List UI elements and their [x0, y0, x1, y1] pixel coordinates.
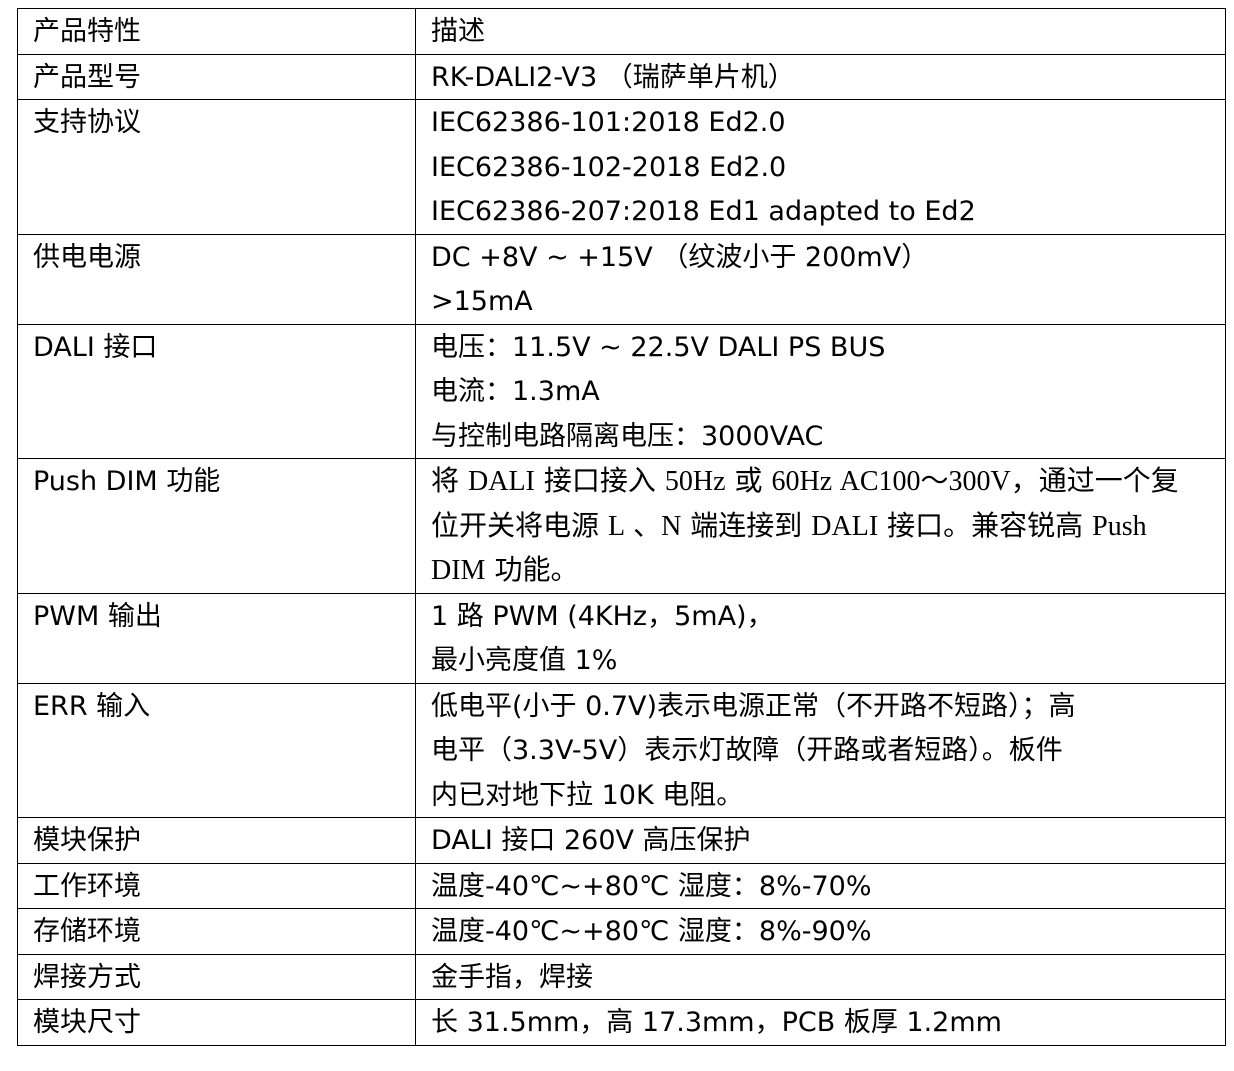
feature-label: 供电电源 — [33, 241, 141, 273]
feature-label: ERR 输入 — [33, 690, 151, 722]
header-text: 产品特性 — [33, 16, 141, 47]
description-cell: DC +8V ~ +15V （纹波小于 200mV） >15mA — [415, 233, 1226, 325]
feature-cell: 产品型号 — [17, 53, 416, 100]
description-line: IEC62386-207:2018 Ed1 adapted to Ed2 — [431, 196, 976, 227]
description-cell: 长 31.5mm，高 17.3mm，PCB 板厚 1.2mm — [415, 999, 1226, 1046]
description-line: >15mA — [431, 286, 533, 317]
description-cell: IEC62386-101:2018 Ed2.0 IEC62386-102-2018… — [415, 99, 1226, 235]
description-line: DC +8V ~ +15V （纹波小于 200mV） — [431, 241, 929, 273]
feature-label: 工作环境 — [33, 870, 141, 902]
table-row: 焊接方式 金手指，焊接 — [17, 953, 1226, 1000]
description-header: 描述 — [415, 8, 1226, 55]
description-line: 最小亮度值 1% — [431, 645, 618, 676]
description-cell: 温度-40℃~+80℃ 湿度：8%-90% — [415, 908, 1226, 955]
feature-label: Push DIM 功能 — [33, 466, 221, 497]
description-line: 将 DALI 接口接入 50Hz 或 60Hz AC100～300V，通过一个复 — [431, 466, 1179, 497]
feature-cell: Push DIM 功能 — [17, 458, 416, 594]
feature-cell: 模块尺寸 — [17, 999, 416, 1046]
description-line: 内已对地下拉 10K 电阻。 — [431, 779, 744, 811]
table-row: 模块尺寸 长 31.5mm，高 17.3mm，PCB 板厚 1.2mm — [17, 999, 1226, 1046]
feature-label: PWM 输出 — [33, 600, 162, 632]
description-line: 电压：11.5V ~ 22.5V DALI PS BUS — [431, 331, 886, 363]
description-line: 金手指，焊接 — [431, 961, 593, 993]
description-line: IEC62386-102-2018 Ed2.0 — [431, 151, 787, 183]
description-cell: DALI 接口 260V 高压保护 — [415, 817, 1226, 864]
description-cell: RK-DALI2-V3 （瑞萨单片机） — [415, 53, 1226, 100]
description-cell: 温度-40℃~+80℃ 湿度：8%-70% — [415, 862, 1226, 909]
feature-header: 产品特性 — [17, 8, 416, 55]
table-row: 供电电源 DC +8V ~ +15V （纹波小于 200mV） >15mA — [17, 233, 1226, 325]
table-row: 模块保护 DALI 接口 260V 高压保护 — [17, 817, 1226, 864]
feature-label: 焊接方式 — [33, 961, 141, 993]
table-row: DALI 接口 电压：11.5V ~ 22.5V DALI PS BUS 电流：1.… — [17, 323, 1226, 459]
table-row: Push DIM 功能 将 DALI 接口接入 50Hz 或 60Hz AC100… — [17, 458, 1226, 594]
feature-label: 模块尺寸 — [33, 1007, 141, 1038]
feature-cell: 存储环境 — [17, 908, 416, 955]
feature-cell: ERR 输入 — [17, 682, 416, 818]
header-text: 描述 — [431, 16, 485, 47]
description-line: 1 路 PWM (4KHz，5mA)， — [431, 600, 774, 632]
header-row: 产品特性 描述 — [17, 8, 1226, 55]
description-line: 温度-40℃~+80℃ 湿度：8%-70% — [431, 870, 872, 902]
description-line: 与控制电路隔离电压：3000VAC — [431, 420, 824, 452]
feature-cell: PWM 输出 — [17, 592, 416, 684]
description-line: 位开关将电源 L 、N 端连接到 DALI 接口。兼容锐高 Push — [431, 510, 1147, 542]
description-cell: 电压：11.5V ~ 22.5V DALI PS BUS 电流：1.3mA 与控制电… — [415, 323, 1226, 459]
feature-label: 模块保护 — [33, 825, 141, 856]
description-line: 低电平(小于 0.7V)表示电源正常（不开路不短路）；高 — [431, 690, 1076, 722]
description-line: 电流：1.3mA — [431, 376, 600, 407]
table-row: PWM 输出 1 路 PWM (4KHz，5mA)， 最小亮度值 1% — [17, 592, 1226, 684]
description-cell: 将 DALI 接口接入 50Hz 或 60Hz AC100～300V，通过一个复… — [415, 458, 1226, 594]
table-row: 存储环境 温度-40℃~+80℃ 湿度：8%-90% — [17, 908, 1226, 955]
description-line: 电平（3.3V-5V）表示灯故障（开路或者短路）。板件 — [431, 735, 1063, 766]
description-line: DIM 功能。 — [431, 555, 579, 586]
description-line: DALI 接口 260V 高压保护 — [431, 825, 751, 856]
description-cell: 1 路 PWM (4KHz，5mA)， 最小亮度值 1% — [415, 592, 1226, 684]
description-line: 长 31.5mm，高 17.3mm，PCB 板厚 1.2mm — [431, 1007, 1002, 1038]
description-line: IEC62386-101:2018 Ed2.0 — [431, 107, 786, 138]
spec-table: 产品特性 描述 产品型号 RK-DALI2-V3 （瑞萨单片机） 支持协议 IEC62… — [17, 8, 1226, 1046]
description-cell: 金手指，焊接 — [415, 953, 1226, 1000]
feature-cell: DALI 接口 — [17, 323, 416, 459]
feature-cell: 工作环境 — [17, 862, 416, 909]
feature-cell: 支持协议 — [17, 99, 416, 235]
table-row: 产品型号 RK-DALI2-V3 （瑞萨单片机） — [17, 53, 1226, 100]
feature-cell: 焊接方式 — [17, 953, 416, 1000]
table-row: ERR 输入 低电平(小于 0.7V)表示电源正常（不开路不短路）；高 电平（3.3… — [17, 682, 1226, 818]
description-line: RK-DALI2-V3 （瑞萨单片机） — [431, 61, 795, 93]
feature-label: DALI 接口 — [33, 331, 158, 363]
feature-cell: 供电电源 — [17, 233, 416, 325]
feature-label: 产品型号 — [33, 61, 141, 93]
description-line: 温度-40℃~+80℃ 湿度：8%-90% — [431, 916, 872, 947]
feature-cell: 模块保护 — [17, 817, 416, 864]
table-row: 支持协议 IEC62386-101:2018 Ed2.0 IEC62386-102-… — [17, 99, 1226, 235]
feature-label: 支持协议 — [33, 107, 141, 138]
feature-label: 存储环境 — [33, 916, 141, 947]
description-cell: 低电平(小于 0.7V)表示电源正常（不开路不短路）；高 电平（3.3V-5V）表… — [415, 682, 1226, 818]
table-row: 工作环境 温度-40℃~+80℃ 湿度：8%-70% — [17, 862, 1226, 909]
